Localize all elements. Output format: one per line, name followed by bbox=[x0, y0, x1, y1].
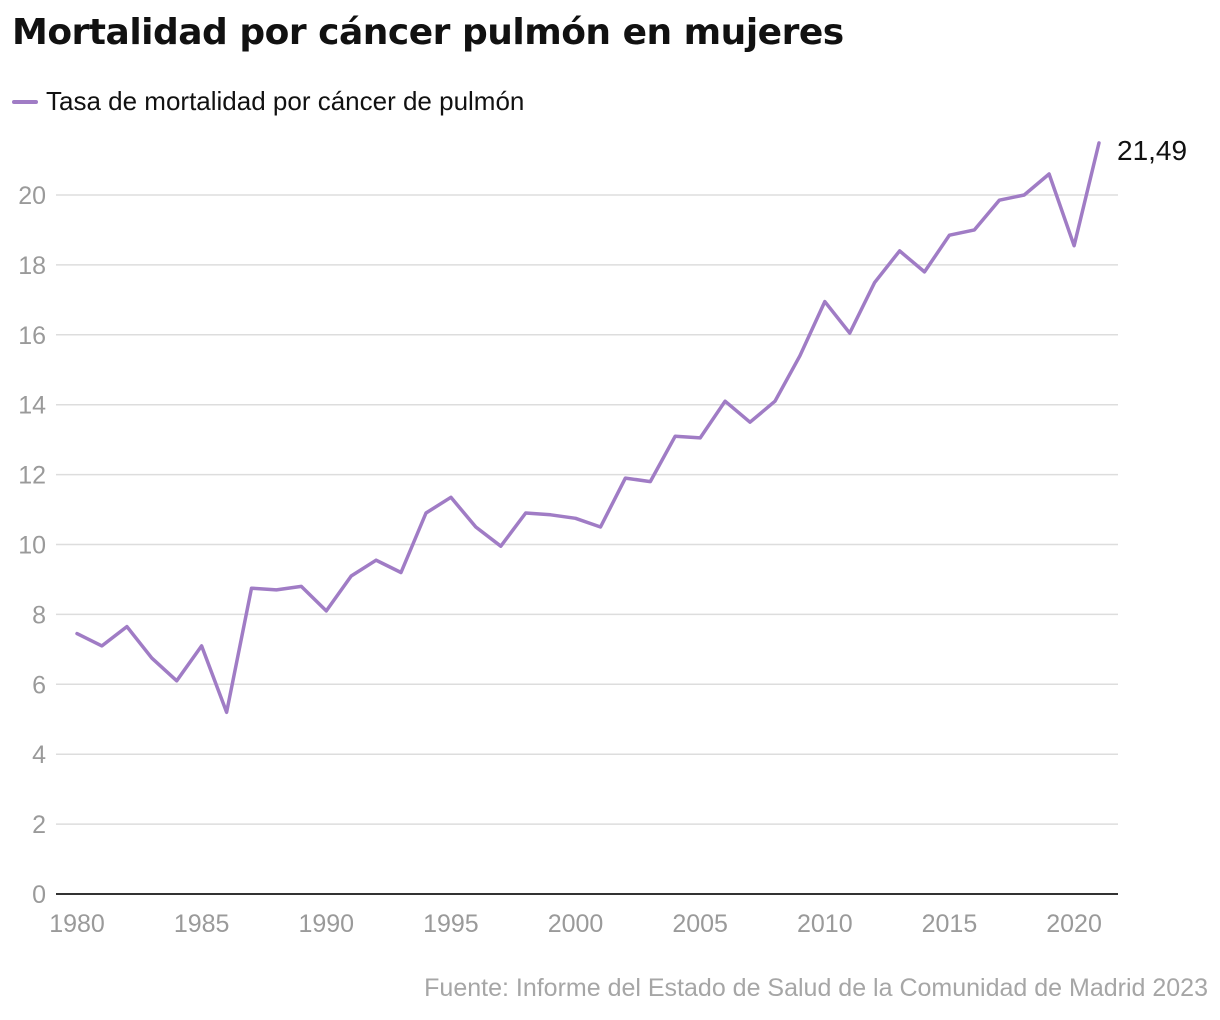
x-tick-label: 2020 bbox=[1046, 910, 1102, 938]
source-note: Fuente: Informe del Estado de Salud de l… bbox=[424, 974, 1208, 1002]
data-point bbox=[723, 399, 727, 403]
data-point bbox=[324, 609, 328, 613]
data-point bbox=[898, 249, 902, 253]
data-point bbox=[125, 625, 129, 629]
y-tick-label: 2 bbox=[32, 811, 46, 839]
y-tick-label: 12 bbox=[18, 462, 46, 490]
end-value-label: 21,49 bbox=[1117, 135, 1187, 166]
x-tick-label: 2010 bbox=[797, 910, 853, 938]
data-point bbox=[574, 516, 578, 520]
data-point bbox=[299, 584, 303, 588]
data-point bbox=[200, 644, 204, 648]
data-point bbox=[225, 710, 229, 714]
y-tick-label: 14 bbox=[18, 392, 46, 420]
data-point bbox=[499, 544, 503, 548]
data-point bbox=[75, 632, 79, 636]
legend-swatch bbox=[12, 99, 38, 104]
data-point bbox=[648, 480, 652, 484]
series-layer bbox=[75, 141, 1101, 715]
data-point bbox=[947, 233, 951, 237]
data-point bbox=[399, 570, 403, 574]
data-point bbox=[100, 644, 104, 648]
chart-title: Mortalidad por cáncer pulmón en mujeres bbox=[12, 12, 844, 53]
x-tick-label: 1980 bbox=[49, 910, 105, 938]
y-tick-label: 6 bbox=[32, 671, 46, 699]
data-point bbox=[773, 399, 777, 403]
x-tick-label: 1985 bbox=[174, 910, 230, 938]
data-point bbox=[175, 679, 179, 683]
data-point bbox=[424, 511, 428, 515]
y-axis-ticks: 0 2 4 6 8 10 12 14 16 18 20 bbox=[18, 182, 46, 909]
data-point bbox=[873, 280, 877, 284]
data-point bbox=[1072, 244, 1076, 248]
data-point bbox=[374, 558, 378, 562]
x-tick-label: 2000 bbox=[548, 910, 604, 938]
legend: Tasa de mortalidad por cáncer de pulmón bbox=[12, 86, 524, 117]
data-point bbox=[823, 300, 827, 304]
data-point bbox=[698, 436, 702, 440]
data-point bbox=[549, 513, 553, 517]
data-point bbox=[748, 420, 752, 424]
x-axis-ticks: 1980 1985 1990 1995 2000 2005 2010 2015 2020 bbox=[49, 910, 1102, 938]
y-tick-label: 8 bbox=[32, 601, 46, 629]
data-point bbox=[848, 331, 852, 335]
data-point bbox=[623, 476, 627, 480]
data-point bbox=[150, 656, 154, 660]
data-point bbox=[524, 511, 528, 515]
data-point bbox=[249, 586, 253, 590]
y-tick-label: 16 bbox=[18, 322, 46, 350]
data-point bbox=[997, 198, 1001, 202]
x-tick-label: 1990 bbox=[298, 910, 354, 938]
y-tick-label: 18 bbox=[18, 252, 46, 280]
data-point bbox=[449, 495, 453, 499]
data-point bbox=[349, 574, 353, 578]
x-tick-label: 2005 bbox=[672, 910, 728, 938]
data-point bbox=[798, 354, 802, 358]
data-point bbox=[673, 434, 677, 438]
grid-lines bbox=[56, 194, 1118, 825]
data-point bbox=[972, 228, 976, 232]
series-line bbox=[75, 141, 1101, 715]
legend-label: Tasa de mortalidad por cáncer de pulmón bbox=[46, 86, 525, 116]
data-point bbox=[1022, 193, 1026, 197]
data-point bbox=[1097, 141, 1101, 145]
x-tick-label: 2015 bbox=[922, 910, 978, 938]
data-point bbox=[598, 525, 602, 529]
y-tick-label: 0 bbox=[32, 881, 46, 909]
data-point bbox=[274, 588, 278, 592]
data-point bbox=[1047, 172, 1051, 176]
y-tick-label: 4 bbox=[32, 741, 46, 769]
data-point bbox=[923, 270, 927, 274]
y-tick-label: 10 bbox=[18, 532, 46, 560]
data-point bbox=[474, 525, 478, 529]
x-tick-label: 1995 bbox=[423, 910, 479, 938]
y-tick-label: 20 bbox=[18, 182, 46, 210]
